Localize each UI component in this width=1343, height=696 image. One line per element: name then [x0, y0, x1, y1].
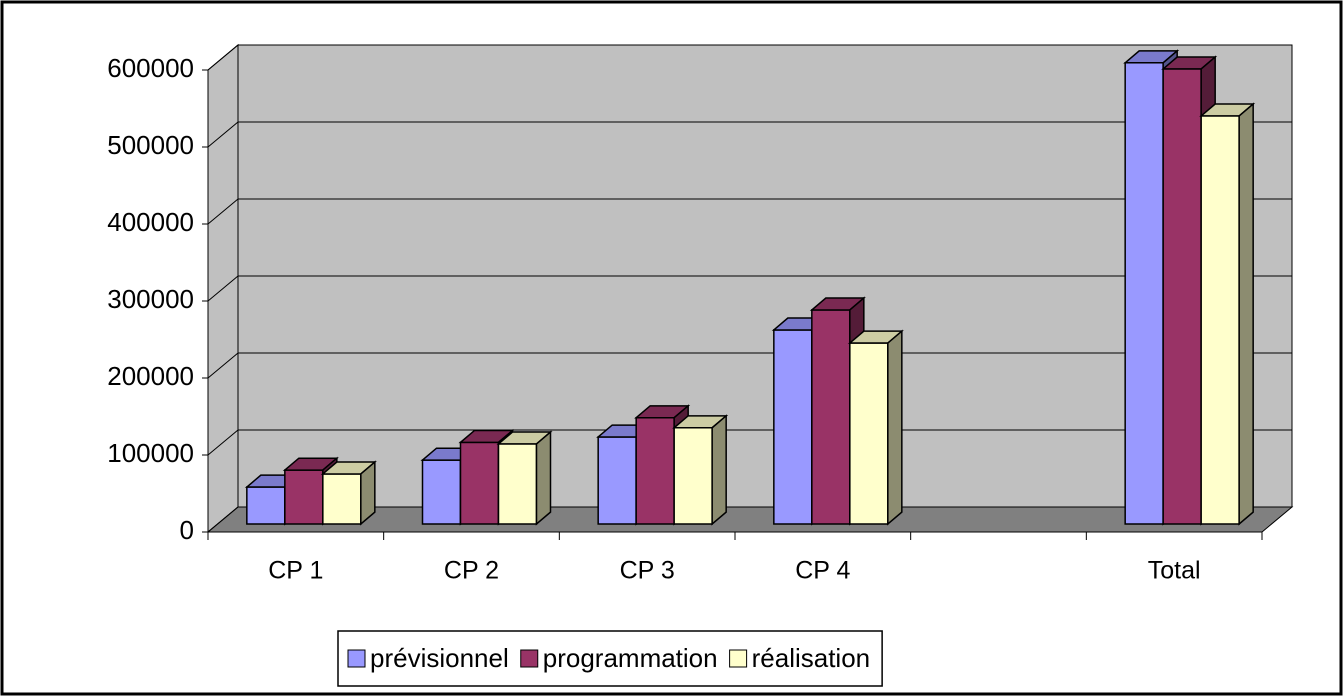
bar-front [773, 329, 813, 525]
y-tick-label: 400000 [107, 207, 194, 237]
grid-line [207, 198, 1292, 225]
bar-side [711, 414, 727, 526]
legend-label: prévisionnel [370, 643, 509, 673]
y-tick-label: 300000 [107, 284, 194, 314]
bar-front [635, 416, 675, 525]
grid-line [207, 352, 1292, 379]
bar-front [811, 309, 851, 525]
grid-line [207, 121, 1292, 148]
bar-front [1162, 68, 1202, 525]
legend-swatch [347, 649, 366, 668]
bar-front [459, 441, 500, 525]
bar-side [1238, 102, 1254, 526]
bar-front [673, 427, 713, 525]
bar-front [849, 342, 889, 525]
bar-front [284, 469, 324, 525]
bar-front [322, 473, 362, 525]
grid-line [207, 506, 1292, 533]
bar-front [597, 436, 637, 525]
bar-front [497, 443, 538, 525]
bar [496, 430, 553, 526]
bar-side [535, 430, 552, 526]
legend-label: réalisation [752, 643, 871, 673]
bar [1199, 102, 1256, 526]
x-tick-label: Total [1148, 557, 1201, 585]
x-tick-label: CP 3 [620, 557, 675, 585]
x-tick-label: CP 2 [444, 557, 499, 585]
bar [672, 414, 729, 526]
bar-front [421, 459, 462, 525]
y-tick-label: 0 [180, 515, 194, 545]
bar [320, 460, 377, 526]
bar-front [1124, 62, 1164, 525]
legend-swatch [520, 649, 539, 668]
legend-swatch [729, 649, 748, 668]
bar [847, 329, 904, 526]
bar-side [887, 329, 903, 526]
grid-line [207, 44, 1292, 71]
y-tick-label: 500000 [107, 130, 194, 160]
bar-side [360, 460, 376, 526]
grid-line [207, 275, 1292, 302]
grid-line [207, 429, 1292, 456]
legend-box [337, 630, 883, 687]
x-tick-label: CP 4 [795, 557, 850, 585]
legend-label: programmation [543, 643, 718, 673]
bar-front [1200, 115, 1240, 525]
bar-front [246, 486, 286, 525]
y-tick-label: 600000 [107, 53, 194, 83]
y-tick-label: 200000 [107, 361, 194, 391]
y-tick-label: 100000 [107, 438, 194, 468]
legend: prévisionnel programmation réalisation [337, 630, 883, 687]
x-tick-label: CP 1 [268, 557, 323, 585]
